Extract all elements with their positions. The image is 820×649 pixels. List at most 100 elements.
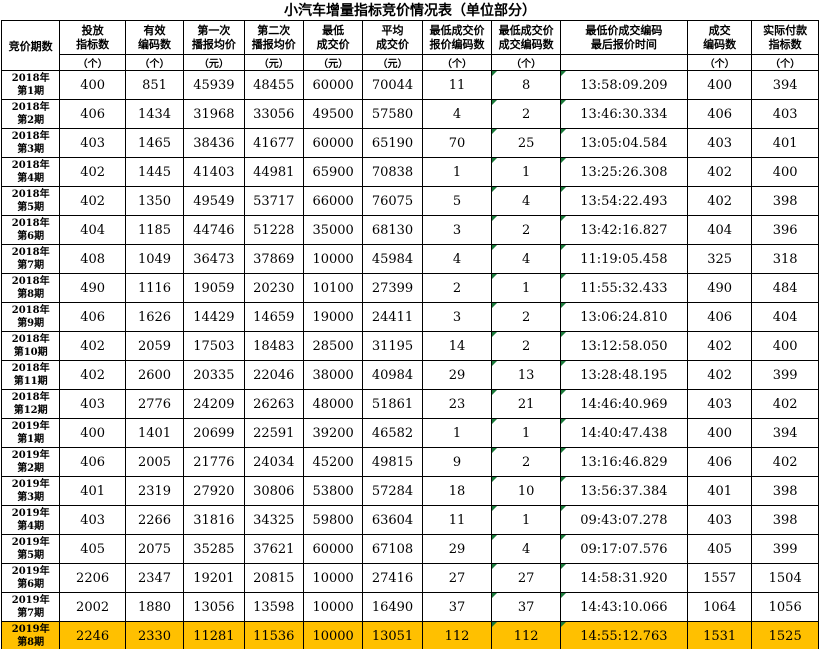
data-cell: 53717 (243, 186, 304, 216)
data-cell: 402 (686, 186, 753, 216)
data-cell: 3 (421, 302, 493, 332)
data-cell: 27 (491, 563, 561, 593)
data-cell: 20335 (183, 360, 245, 390)
column-header-line2: 指标数 (768, 37, 802, 51)
data-cell: 68130 (362, 215, 423, 245)
data-cell: 53800 (302, 476, 364, 506)
period-cell: 2018年 第6期 (0, 215, 61, 245)
header-row: 竞价期数 投放 指标数 有效 编码数 第一次 播报均价 第二次 播报均价 最低 成交价 平均 成交价最… (0, 20, 819, 71)
data-cell: 14 (421, 331, 493, 361)
table-title: 小汽车增量指标竞价情况表（单位部分） (1, 0, 819, 21)
data-cell: 57580 (362, 99, 423, 129)
column-header: 成交 编码数 (686, 20, 753, 55)
data-cell: 63604 (362, 505, 423, 535)
data-cell: 1 (491, 157, 561, 187)
data-cell: 112 (421, 621, 493, 649)
data-cell: 405 (59, 534, 126, 564)
data-cell: 1185 (124, 215, 185, 245)
table-row: 2018年 第11期 402 2600 20335 22046 38000 40984 29 13… (0, 360, 819, 390)
data-cell: 60000 (302, 128, 364, 158)
period-year: 2019年 (11, 624, 50, 635)
column-header: 平均 成交价 (362, 20, 423, 55)
data-cell: 40984 (362, 360, 423, 390)
column-header-line1: 最低成交价 (498, 23, 554, 37)
data-cell: 403 (751, 99, 819, 129)
data-cell: 851 (124, 70, 185, 100)
data-cell: 2075 (124, 534, 185, 564)
data-cell: 490 (686, 273, 753, 303)
data-cell: 403 (59, 505, 126, 535)
column-header-line1: 最低价成交编码 (585, 23, 663, 37)
table-row: 2018年 第8期 490 1116 19059 20230 10100 27399 2 1 11:… (0, 273, 819, 303)
column-header-line2: 编码数 (703, 37, 737, 51)
period-cell: 2019年 第5期 (0, 534, 61, 564)
table-row: 2018年 第3期 403 1465 38436 41677 60000 65190 70 25 1… (0, 128, 819, 158)
period-year: 2019年 (11, 537, 50, 548)
data-cell: 13:54:22.493 (559, 186, 688, 216)
data-cell: 1064 (686, 592, 753, 622)
data-cell: 1504 (751, 563, 819, 593)
data-cell: 28500 (302, 331, 364, 361)
column-header-line2: 成交价 (376, 37, 410, 51)
column-unit: （个） (59, 54, 126, 71)
period-year: 2019年 (11, 508, 50, 519)
column-header-line1: 有效 (143, 23, 166, 37)
data-cell: 402 (686, 157, 753, 187)
column-header-line2: 最后报价时间 (590, 37, 657, 51)
data-cell: 2059 (124, 331, 185, 361)
data-cell: 37 (421, 592, 493, 622)
data-cell: 10000 (302, 244, 364, 274)
data-cell: 399 (751, 360, 819, 390)
period-number: 第9期 (17, 318, 45, 329)
column-header-line1: 第一次 (197, 23, 231, 37)
data-cell: 44981 (243, 157, 304, 187)
data-cell: 41677 (243, 128, 304, 158)
data-cell: 1557 (686, 563, 753, 593)
data-cell: 45200 (302, 447, 364, 477)
data-cell: 13:42:16.827 (559, 215, 688, 245)
data-cell: 1525 (751, 621, 819, 649)
data-cell: 57284 (362, 476, 423, 506)
data-cell: 13056 (183, 592, 245, 622)
data-cell: 49815 (362, 447, 423, 477)
data-cell: 29 (421, 360, 493, 390)
data-cell: 394 (751, 70, 819, 100)
data-cell: 48455 (243, 70, 304, 100)
data-cell: 1626 (124, 302, 185, 332)
data-cell: 402 (686, 360, 753, 390)
data-cell: 404 (686, 215, 753, 245)
column-unit: （个） (686, 54, 753, 71)
data-cell: 49500 (302, 99, 364, 129)
data-cell: 22046 (243, 360, 304, 390)
period-number: 第8期 (17, 289, 45, 300)
data-cell: 13:46:30.334 (559, 99, 688, 129)
period-cell: 2018年 第9期 (0, 302, 61, 332)
column-unit: （元） (302, 54, 364, 71)
data-cell: 2 (421, 273, 493, 303)
data-cell: 14:40:47.438 (559, 418, 688, 448)
data-cell: 17503 (183, 331, 245, 361)
data-cell: 51861 (362, 389, 423, 419)
data-cell: 45984 (362, 244, 423, 274)
column-header-line1: 最低 (322, 23, 345, 37)
data-cell: 400 (59, 418, 126, 448)
period-number: 第2期 (17, 115, 45, 126)
period-cell: 2018年 第2期 (0, 99, 61, 129)
data-cell: 484 (751, 273, 819, 303)
period-year: 2019年 (11, 595, 50, 606)
data-cell: 396 (751, 215, 819, 245)
data-cell: 27920 (183, 476, 245, 506)
data-cell: 10000 (302, 592, 364, 622)
data-cell: 2347 (124, 563, 185, 593)
data-cell: 2600 (124, 360, 185, 390)
period-cell: 2019年 第7期 (0, 592, 61, 622)
data-cell: 19000 (302, 302, 364, 332)
data-cell: 1 (421, 157, 493, 187)
column-header-line2: 播报均价 (251, 37, 296, 51)
data-cell: 21776 (183, 447, 245, 477)
table-row: 2019年 第5期 405 2075 35285 37621 60000 67108 29 4 09… (0, 534, 819, 564)
data-cell: 2 (491, 302, 561, 332)
period-cell: 2018年 第8期 (0, 273, 61, 303)
data-cell: 406 (686, 302, 753, 332)
data-cell: 20815 (243, 563, 304, 593)
